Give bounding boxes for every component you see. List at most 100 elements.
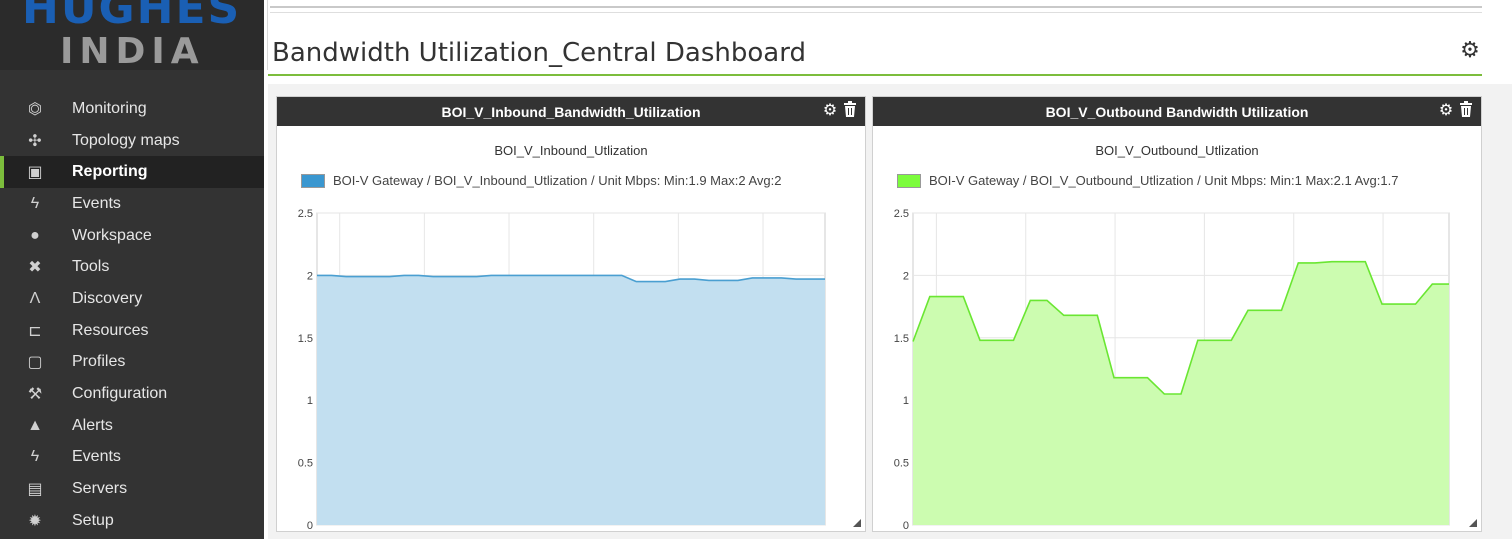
y-tick-label: 0.5 (894, 458, 909, 470)
chart-legend[interactable]: BOI-V Gateway / BOI_V_Inbound_Utlization… (301, 173, 781, 188)
series-area (317, 275, 825, 525)
trash-icon (844, 101, 856, 117)
lightning-icon: ϟ (30, 194, 40, 212)
chart-title: BOI_V_Inbound_Utlization (494, 143, 648, 158)
y-tick-label: 1.5 (298, 333, 313, 345)
sidebar-item-label: Monitoring (72, 99, 147, 117)
sidebar-item-events[interactable]: ϟ Events (0, 188, 264, 220)
y-tick-label: 0 (903, 520, 909, 531)
sidebar-item-topology-maps[interactable]: ✣ Topology maps (0, 125, 264, 157)
inbound-widget: BOI_V_Inbound_Bandwidth_Utilization ⚙ BO… (276, 96, 866, 532)
widget-actions: ⚙ (1437, 101, 1475, 121)
legend-label: BOI-V Gateway / BOI_V_Outbound_Utlizatio… (929, 173, 1399, 188)
legend-swatch (897, 173, 921, 188)
y-tick-label: 2 (903, 270, 909, 282)
widget-title: BOI_V_Inbound_Bandwidth_Utilization (441, 103, 701, 120)
y-tick-label: 1 (307, 395, 313, 407)
page-title: Bandwidth Utilization_Central Dashboard (272, 38, 806, 68)
widget-resize-handle[interactable] (1469, 519, 1477, 527)
divider (270, 12, 1482, 13)
widget-header[interactable]: BOI_V_Outbound Bandwidth Utilization ⚙ (873, 97, 1481, 126)
y-tick-label: 0 (307, 520, 313, 531)
menu-icon-wrap: ϟ (0, 195, 72, 213)
sidebar-item-alerts[interactable]: ▲ Alerts (0, 410, 264, 442)
sidebar-item-reporting[interactable]: ▣ Reporting (0, 156, 264, 189)
sidebar-item-label: Profiles (72, 353, 126, 371)
divider (267, 0, 268, 70)
sidebar-item-events[interactable]: ϟ Events (0, 442, 264, 474)
sidebar-item-label: Tools (72, 258, 110, 276)
sidebar-item-setup[interactable]: ✹ Setup (0, 505, 264, 537)
user-icon: ● (30, 226, 40, 244)
inbound-area-chart: 00.511.522.514:3014:4014:5015:0015:1015:… (298, 208, 826, 531)
sidebar-item-label: Alerts (72, 416, 113, 434)
sidebar-item-workspace[interactable]: ● Workspace (0, 220, 264, 252)
sidebar-menu: ⏣ Monitoring ✣ Topology maps ▣ Reporting ϟ Even… (0, 93, 264, 537)
gear-icon: ✹ (28, 512, 42, 530)
series-area (913, 261, 1449, 525)
topology-icon: ✣ (28, 132, 42, 150)
divider (270, 6, 1482, 8)
widget-settings-gear-icon[interactable]: ⚙ (822, 102, 838, 119)
menu-icon-wrap: ⏣ (0, 99, 72, 119)
legend-swatch (301, 173, 325, 188)
menu-icon-wrap: ▣ (0, 162, 72, 182)
legend-label: BOI-V Gateway / BOI_V_Inbound_Utlization… (333, 173, 782, 188)
sidebar-item-label: Events (72, 448, 121, 466)
sidebar-item-configuration[interactable]: ⚒ Configuration (0, 378, 264, 410)
menu-icon-wrap: ● (0, 227, 72, 245)
menu-icon-wrap: ✹ (0, 511, 72, 531)
sidebar-item-label: Topology maps (72, 131, 180, 149)
menu-icon-wrap: ϟ (0, 448, 72, 466)
sidebar-item-label: Reporting (72, 163, 148, 181)
widget-delete-trash-icon[interactable] (841, 101, 859, 121)
menu-icon-wrap: Λ (0, 290, 72, 308)
sidebar-item-servers[interactable]: ▤ Servers (0, 473, 264, 505)
discovery-icon: Λ (29, 289, 41, 307)
menu-icon-wrap: ▢ (0, 352, 72, 372)
menu-icon-wrap: ▲ (0, 417, 72, 435)
y-tick-label: 1 (903, 395, 909, 407)
chart-title: BOI_V_Outbound_Utlization (1095, 143, 1259, 158)
widget-resize-handle[interactable] (853, 519, 861, 527)
widget-settings-gear-icon[interactable]: ⚙ (1438, 102, 1454, 119)
menu-icon-wrap: ▤ (0, 479, 72, 499)
sidebar-item-discovery[interactable]: Λ Discovery (0, 283, 264, 315)
main-content: Bandwidth Utilization_Central Dashboard … (264, 0, 1512, 539)
widget-title: BOI_V_Outbound Bandwidth Utilization (1045, 103, 1309, 120)
trash-icon (1460, 101, 1472, 117)
wrench-screwdriver-icon: ✖ (28, 259, 42, 277)
y-tick-label: 2.5 (298, 208, 313, 220)
pulse-icon: ⏣ (28, 100, 42, 118)
sidebar-item-label: Resources (72, 321, 149, 339)
brand-logo-line2: INDIA (60, 31, 205, 71)
sidebar-item-label: Configuration (72, 385, 168, 403)
resources-icon: ⊏ (28, 322, 42, 340)
server-icon: ▤ (27, 481, 43, 499)
menu-icon-wrap: ✖ (0, 257, 72, 277)
menu-icon-wrap: ⊏ (0, 321, 72, 341)
brand-logo-line1: HUGHES (22, 0, 242, 34)
dashboard-settings-gear-icon[interactable]: ⚙ (1460, 37, 1480, 62)
brand-logo: HUGHES INDIA (0, 0, 264, 70)
sidebar-item-label: Workspace (72, 226, 152, 244)
widget-delete-trash-icon[interactable] (1457, 101, 1475, 121)
y-tick-label: 1.5 (894, 333, 909, 345)
series-line (317, 274, 825, 283)
sidebar-item-label: Servers (72, 480, 128, 498)
menu-icon-wrap: ✣ (0, 131, 72, 151)
y-tick-label: 2.5 (894, 208, 909, 220)
y-tick-label: 2 (307, 270, 313, 282)
sidebar-item-monitoring[interactable]: ⏣ Monitoring (0, 93, 264, 125)
sidebar-item-profiles[interactable]: ▢ Profiles (0, 347, 264, 379)
widget-header[interactable]: BOI_V_Inbound_Bandwidth_Utilization ⚙ (277, 97, 865, 126)
sidebar-item-resources[interactable]: ⊏ Resources (0, 315, 264, 347)
sidebar-item-label: Events (72, 194, 121, 212)
sidebar-item-tools[interactable]: ✖ Tools (0, 251, 264, 283)
lightning-plus-icon: ϟ (30, 448, 40, 466)
outbound-widget: BOI_V_Outbound Bandwidth Utilization ⚙ B… (872, 96, 1482, 532)
outbound-area-chart: 00.511.522.514:3014:4014:5015:0015:1015:… (894, 208, 1450, 531)
chart-legend[interactable]: BOI-V Gateway / BOI_V_Outbound_Utlizatio… (897, 173, 1398, 188)
menu-icon-wrap: ⚒ (0, 384, 72, 404)
